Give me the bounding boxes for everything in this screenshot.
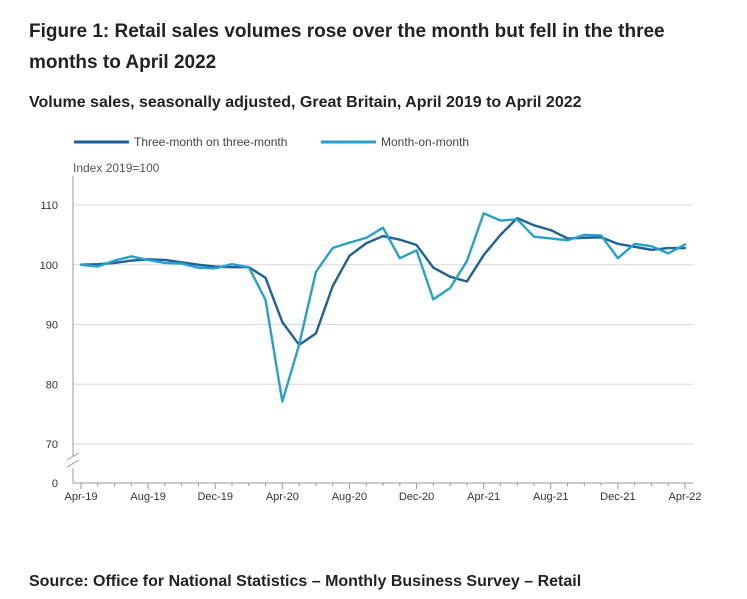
- legend-label-1: Three-month on three-month: [134, 135, 287, 149]
- y-tick-label-90: 90: [46, 320, 58, 332]
- legend: Three-month on three-month Month-on-month: [74, 135, 469, 149]
- x-tick-label-Dec-20: Dec-20: [399, 491, 434, 503]
- y-tick-label-110: 110: [40, 200, 58, 212]
- chart-subtitle: Volume sales, seasonally adjusted, Great…: [29, 94, 582, 111]
- axis-break-mark-upper: [66, 452, 80, 461]
- axis-break-mark-lower: [66, 459, 80, 468]
- x-tick-label-Apr-19: Apr-19: [64, 491, 97, 503]
- legend-label-2: Month-on-month: [381, 135, 469, 149]
- x-tick-label-Apr-20: Apr-20: [266, 491, 299, 503]
- series-line-2: [79, 212, 687, 403]
- x-tick-label-Aug-21: Aug-21: [533, 491, 568, 503]
- y-tick-label-70: 70: [46, 439, 58, 451]
- y-axis: 0 70 80 90 100 110: [40, 176, 81, 490]
- series-lines: [79, 212, 687, 403]
- x-tick-label-Aug-19: Aug-19: [130, 491, 165, 503]
- x-tick-label-Apr-22: Apr-22: [668, 491, 701, 503]
- x-axis: Apr-19 Aug-19 Dec-19 Apr-20 Aug-20 Dec-20 Apr-…: [64, 483, 702, 503]
- gridlines: [73, 204, 693, 484]
- line-chart: Three-month on three-month Month-on-month…: [40, 135, 702, 503]
- chart-title: Figure 1: Retail sales volumes rose over…: [29, 21, 665, 73]
- y-tick-label-80: 80: [46, 379, 58, 391]
- y-axis-label: Index 2019=100: [73, 161, 160, 175]
- x-tick-label-Apr-21: Apr-21: [467, 491, 500, 503]
- x-tick-label-Dec-19: Dec-19: [197, 491, 232, 503]
- x-tick-label-Aug-20: Aug-20: [332, 491, 367, 503]
- y-tick-label-0: 0: [52, 478, 58, 490]
- source-note: Source: Office for National Statistics –…: [29, 573, 582, 590]
- y-tick-label-100: 100: [40, 260, 58, 272]
- x-tick-label-Dec-21: Dec-21: [600, 491, 635, 503]
- series-line-1: [79, 216, 687, 347]
